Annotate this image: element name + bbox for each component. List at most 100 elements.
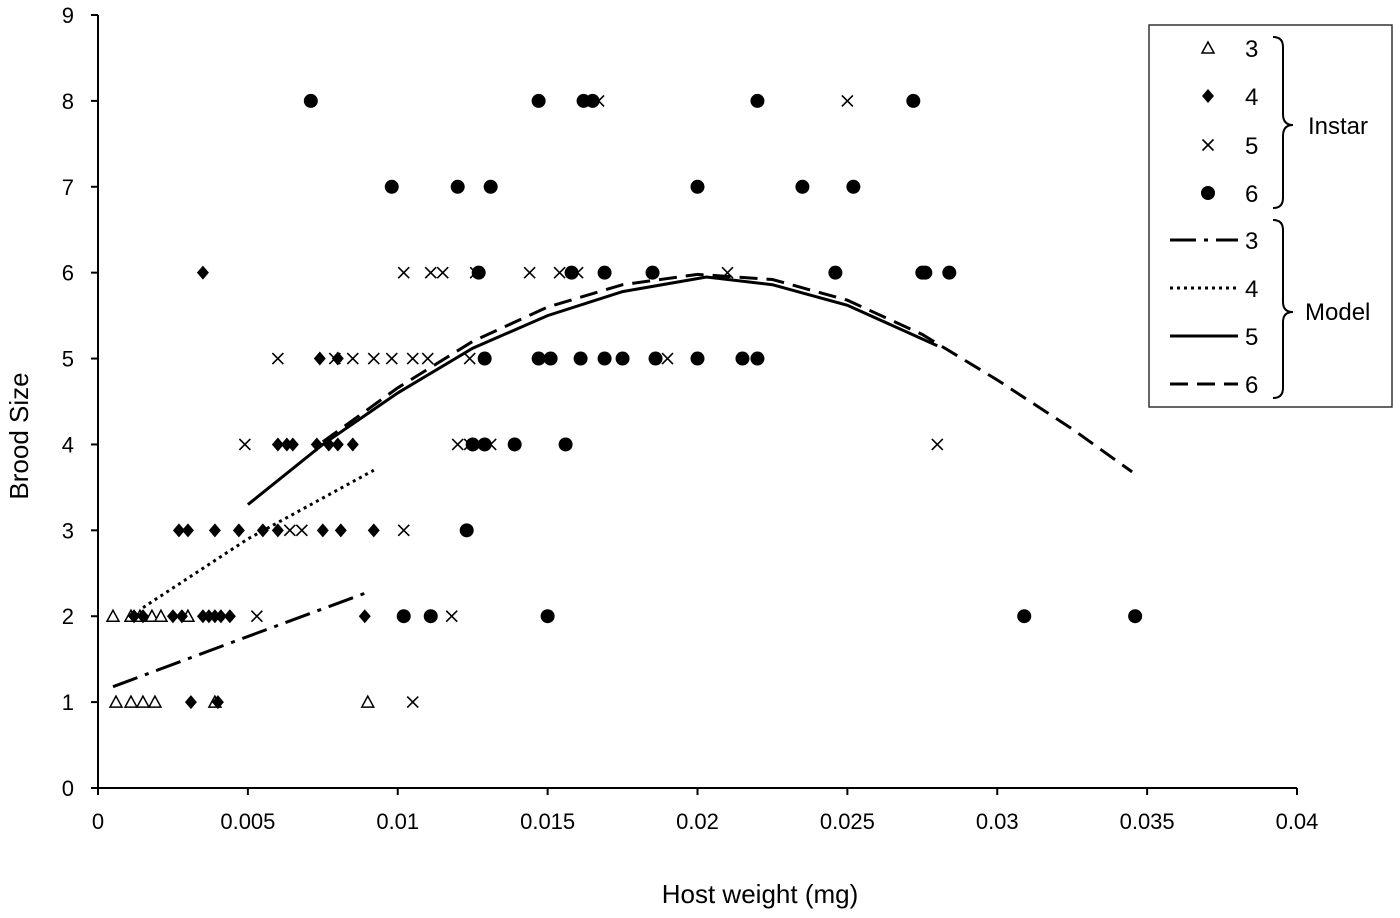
axes: 0 1 2 3 4 5 6 7 8 9 0 0.005 0.01 0.015 0.02 0.025 0.03 0.… <box>62 3 1319 834</box>
point-instar-4 <box>331 437 344 452</box>
point-instar-5 <box>931 438 944 451</box>
legend-bracket-instar <box>1272 36 1294 209</box>
point-instar-4 <box>322 437 335 452</box>
point-instar-5 <box>721 266 734 279</box>
point-instar-5 <box>424 266 437 279</box>
point-instar-5 <box>445 610 458 623</box>
point-instar-5 <box>841 94 854 107</box>
x-tick-label: 0 <box>92 809 104 834</box>
point-instar-4 <box>271 437 284 452</box>
point-instar-6 <box>465 437 480 452</box>
point-instar-6 <box>450 179 465 194</box>
point-instar-6 <box>585 93 600 108</box>
x-tick-label: 0.03 <box>976 809 1019 834</box>
point-instar-3 <box>123 694 139 708</box>
point-instar-4 <box>181 523 194 538</box>
legend-label-model-4: 4 <box>1245 276 1258 303</box>
point-instar-3 <box>153 608 169 622</box>
point-instar-4 <box>208 523 221 538</box>
legend-marker-instar-5 <box>1201 138 1215 152</box>
x-tick-label: 0.005 <box>220 809 275 834</box>
y-tick-label: 4 <box>62 432 74 457</box>
point-instar-5 <box>463 352 476 365</box>
point-instar-6 <box>459 523 474 538</box>
point-instar-5 <box>397 266 410 279</box>
point-instar-4 <box>310 437 323 452</box>
point-instar-5 <box>283 524 296 537</box>
point-instar-3 <box>108 694 124 708</box>
point-instar-6 <box>597 265 612 280</box>
point-instar-6 <box>483 179 498 194</box>
x-tick-label: 0.035 <box>1120 809 1175 834</box>
point-instar-3 <box>147 694 163 708</box>
point-instar-6 <box>384 179 399 194</box>
x-tick-label: 0.025 <box>820 809 875 834</box>
point-instar-5 <box>385 352 398 365</box>
point-instar-6 <box>1017 609 1032 624</box>
point-instar-5 <box>523 266 536 279</box>
legend-marker-instar-3 <box>1200 40 1216 54</box>
model-lines <box>112 272 1133 689</box>
point-instar-4 <box>271 523 284 538</box>
legend-label-instar-5: 5 <box>1245 133 1258 160</box>
point-instar-6 <box>846 179 861 194</box>
point-instar-5 <box>436 266 449 279</box>
point-instar-6 <box>750 351 765 366</box>
model-line-4 <box>142 468 375 609</box>
model-line-6 <box>321 272 1133 474</box>
legend-label-model-6: 6 <box>1245 372 1258 399</box>
y-tick-label: 8 <box>62 89 74 114</box>
point-instar-4 <box>223 609 236 624</box>
point-instar-5 <box>328 352 341 365</box>
point-instar-5 <box>295 524 308 537</box>
legend-label-model-3: 3 <box>1245 228 1258 255</box>
point-instar-3 <box>144 608 160 622</box>
x-tick-label: 0.04 <box>1276 809 1319 834</box>
y-tick-label: 5 <box>62 347 74 372</box>
x-tick-label: 0.01 <box>376 809 419 834</box>
model-line-5 <box>246 275 938 506</box>
point-instar-5 <box>406 352 419 365</box>
point-instar-6 <box>906 93 921 108</box>
y-tick-label: 1 <box>62 690 74 715</box>
point-instar-6 <box>735 351 750 366</box>
point-instar-6 <box>477 351 492 366</box>
point-instar-5 <box>406 696 419 709</box>
legend-label-instar-6: 6 <box>1245 181 1258 208</box>
y-tick-label: 9 <box>62 3 74 28</box>
point-instar-4 <box>316 523 329 538</box>
point-instar-4 <box>172 523 185 538</box>
point-instar-6 <box>531 93 546 108</box>
point-instar-6 <box>471 265 486 280</box>
point-instar-6 <box>750 93 765 108</box>
point-instar-4 <box>127 609 140 624</box>
point-instar-6 <box>558 437 573 452</box>
data-points <box>105 93 1143 710</box>
point-instar-6 <box>597 351 612 366</box>
point-instar-6 <box>543 351 558 366</box>
point-instar-6 <box>303 93 318 108</box>
point-instar-6 <box>396 609 411 624</box>
model-line-3 <box>112 590 369 689</box>
point-instar-6 <box>645 265 660 280</box>
point-instar-4 <box>184 695 197 710</box>
y-tick-label: 0 <box>62 776 74 801</box>
y-tick-label: 6 <box>62 261 74 286</box>
y-tick-label: 3 <box>62 518 74 543</box>
point-instar-4 <box>256 523 269 538</box>
point-instar-6 <box>531 351 546 366</box>
legend-label-model-5: 5 <box>1245 324 1258 351</box>
point-instar-4 <box>331 351 344 366</box>
legend-bracket-model <box>1272 219 1294 399</box>
legend-marker-instar-4 <box>1202 89 1214 103</box>
point-instar-6 <box>690 351 705 366</box>
legend-marker-instar-6 <box>1201 186 1215 200</box>
point-instar-6 <box>918 265 933 280</box>
point-instar-6 <box>573 351 588 366</box>
point-instar-5 <box>271 352 284 365</box>
point-instar-4 <box>346 437 359 452</box>
point-instar-5 <box>346 352 359 365</box>
y-tick-label: 2 <box>62 604 74 629</box>
legend-items: 3 4 5 6 3 4 5 6 <box>1170 36 1258 399</box>
